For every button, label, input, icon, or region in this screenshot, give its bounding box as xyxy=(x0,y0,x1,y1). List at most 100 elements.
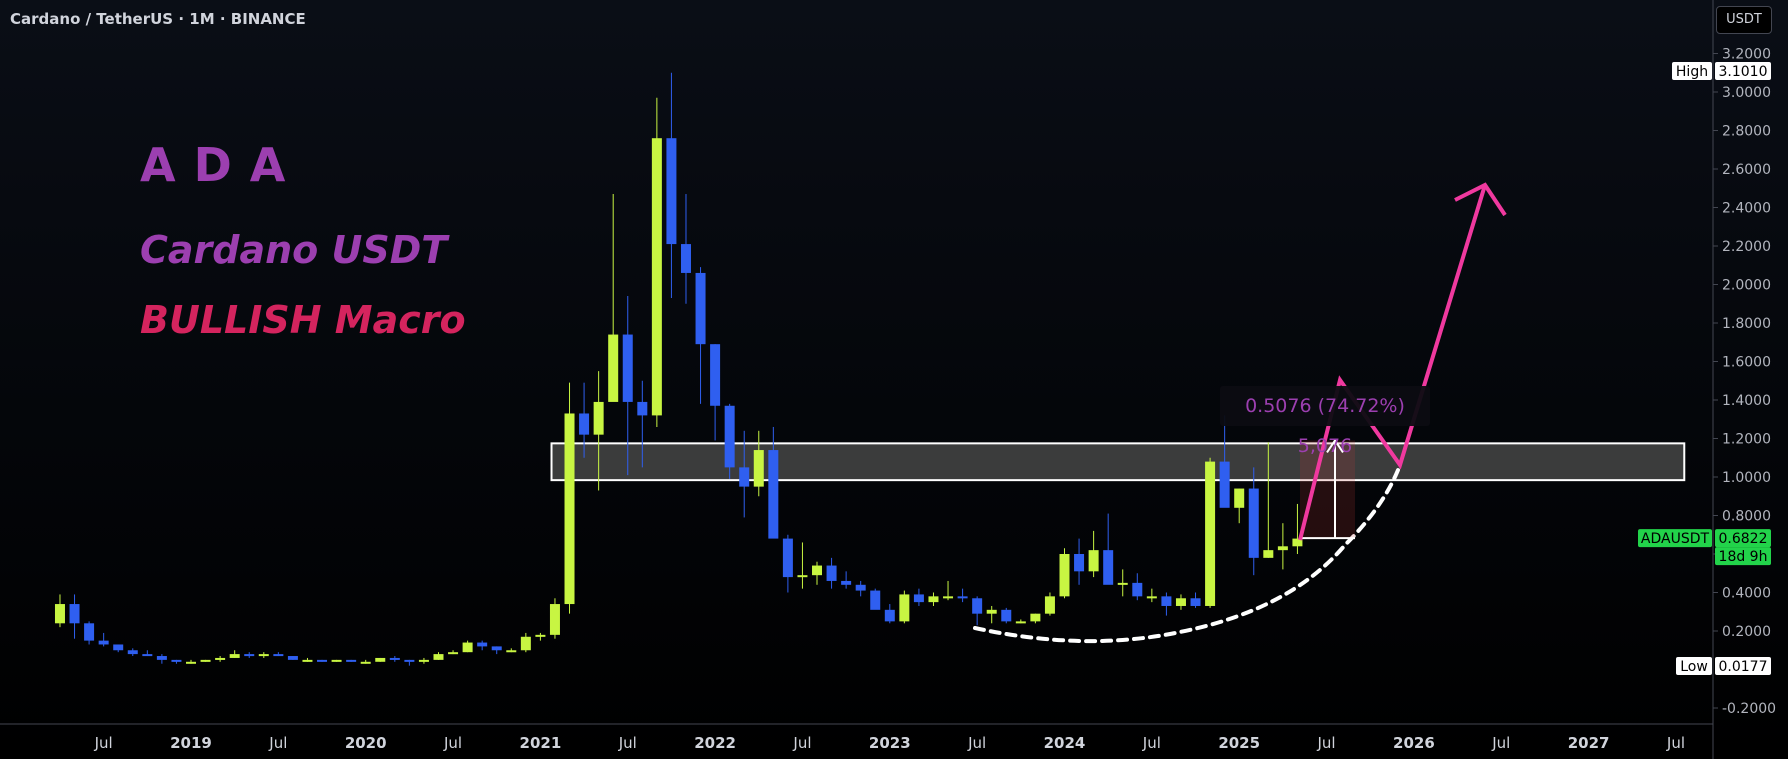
symbol-title[interactable]: Cardano / TetherUS · 1M · BINANCE xyxy=(10,10,306,28)
candle-body xyxy=(608,334,619,402)
outlook-headline: BULLISH Macro xyxy=(140,298,466,342)
price-tick-label: 3.2000 xyxy=(1722,47,1771,63)
candle-body xyxy=(98,640,109,645)
low-value: 0.0177 xyxy=(1719,659,1768,675)
low-value-bg xyxy=(1715,657,1771,675)
candle-body xyxy=(156,656,167,660)
candle-body xyxy=(1248,488,1259,558)
low-tag: Low xyxy=(1680,659,1708,675)
price-tick-label: 1.6000 xyxy=(1722,355,1771,371)
candle-body xyxy=(812,565,823,576)
candle-body xyxy=(666,138,677,245)
candle-body xyxy=(506,650,517,653)
price-range-tool[interactable] xyxy=(1300,438,1355,540)
candle-body xyxy=(302,659,313,662)
time-tick-label: Jul xyxy=(443,734,462,752)
candle-body xyxy=(404,659,415,662)
price-tick-label: 2.8000 xyxy=(1722,124,1771,140)
candle-body xyxy=(1074,554,1085,572)
candle-body xyxy=(84,623,95,641)
candle-body xyxy=(1015,621,1026,624)
candle-body xyxy=(622,334,633,402)
candle-body xyxy=(739,467,750,487)
countdown-value-bg xyxy=(1715,547,1771,566)
candle-body xyxy=(1292,538,1303,547)
price-tick-label: 0.8000 xyxy=(1722,509,1771,525)
candle-body xyxy=(113,644,124,651)
ticker-headline: ADA xyxy=(140,138,304,192)
time-axis[interactable]: Jul 2019 Jul 2020 Jul 2021 Jul 2022 Jul 2023 Jul 20… xyxy=(94,734,1685,752)
current-tag-bg xyxy=(1638,529,1712,548)
candle-body xyxy=(535,634,546,637)
price-tick-label: 0.4000 xyxy=(1722,586,1771,602)
candle-body xyxy=(389,657,400,660)
price-labels: High 3.1010 Low 0.0177 ADAUSDT 0.6822 18d 9h xyxy=(1638,62,1771,675)
resistance-zone[interactable] xyxy=(550,442,1686,482)
low-tag-bg xyxy=(1676,657,1712,675)
candle-body xyxy=(1132,582,1143,597)
candle-body xyxy=(826,565,837,581)
candle-body xyxy=(957,596,968,599)
candle-body xyxy=(899,594,910,622)
price-tick-label: 3.0000 xyxy=(1722,85,1771,101)
candle-body xyxy=(127,650,138,655)
time-tick-label: 2022 xyxy=(694,734,736,752)
high-value-bg xyxy=(1715,62,1771,80)
candle-body xyxy=(477,642,488,647)
candle-body xyxy=(186,661,196,664)
measure-area xyxy=(1300,440,1355,539)
high-tag: High xyxy=(1676,64,1708,80)
candle-body xyxy=(1205,461,1216,606)
candle-body xyxy=(855,584,866,591)
price-tick-label: 1.0000 xyxy=(1722,470,1771,486)
candle-body xyxy=(651,138,662,416)
time-tick-label: Jul xyxy=(1142,734,1161,752)
candle-body xyxy=(1146,596,1157,599)
candle-body xyxy=(448,652,459,655)
candle-body xyxy=(418,659,429,662)
candle-body xyxy=(768,450,779,539)
high-value: 3.1010 xyxy=(1719,64,1768,80)
currency-button[interactable]: USDT xyxy=(1716,6,1772,34)
candle-body xyxy=(1190,598,1201,606)
current-tag: ADAUSDT xyxy=(1641,531,1710,547)
candle-body xyxy=(680,244,691,273)
price-tick-label: 1.8000 xyxy=(1722,316,1771,332)
candle-body xyxy=(724,405,735,468)
candle-body xyxy=(972,598,983,614)
candle-body xyxy=(54,604,65,624)
candle-body xyxy=(797,575,808,578)
time-tick-label: 2025 xyxy=(1218,734,1260,752)
candle-body xyxy=(317,659,328,662)
time-tick-label: 2021 xyxy=(520,734,562,752)
name-headline: Cardano USDT xyxy=(140,228,448,272)
candle-body xyxy=(928,596,939,603)
time-tick-label: Jul xyxy=(1666,734,1685,752)
high-tag-bg xyxy=(1672,62,1712,80)
price-tick-label: 1.2000 xyxy=(1722,432,1771,448)
candle-body xyxy=(1088,550,1099,572)
candle-body xyxy=(287,656,298,660)
price-axis[interactable]: -0.20000.20000.40000.60000.80001.00001.2… xyxy=(1713,47,1776,718)
price-tick-label: 2.2000 xyxy=(1722,239,1771,255)
current-value-bg xyxy=(1715,529,1771,548)
candle-body xyxy=(258,654,269,657)
time-tick-label: Jul xyxy=(1316,734,1335,752)
candle-body xyxy=(273,654,284,657)
candle-body xyxy=(986,609,997,614)
candle-body xyxy=(870,590,881,610)
candle-body xyxy=(1263,550,1274,558)
candle-body xyxy=(375,657,386,662)
time-tick-label: 2020 xyxy=(345,734,387,752)
candle-body xyxy=(782,538,793,578)
candle-body xyxy=(346,659,357,662)
time-tick-label: 2027 xyxy=(1568,734,1610,752)
candle-body xyxy=(462,642,473,653)
rounding-bottom-curve[interactable] xyxy=(973,463,1402,644)
time-tick-label: Jul xyxy=(94,734,113,752)
candle-body xyxy=(579,413,590,435)
candle-body xyxy=(913,594,924,603)
candle-body xyxy=(753,450,764,487)
candle-body xyxy=(1277,546,1288,551)
